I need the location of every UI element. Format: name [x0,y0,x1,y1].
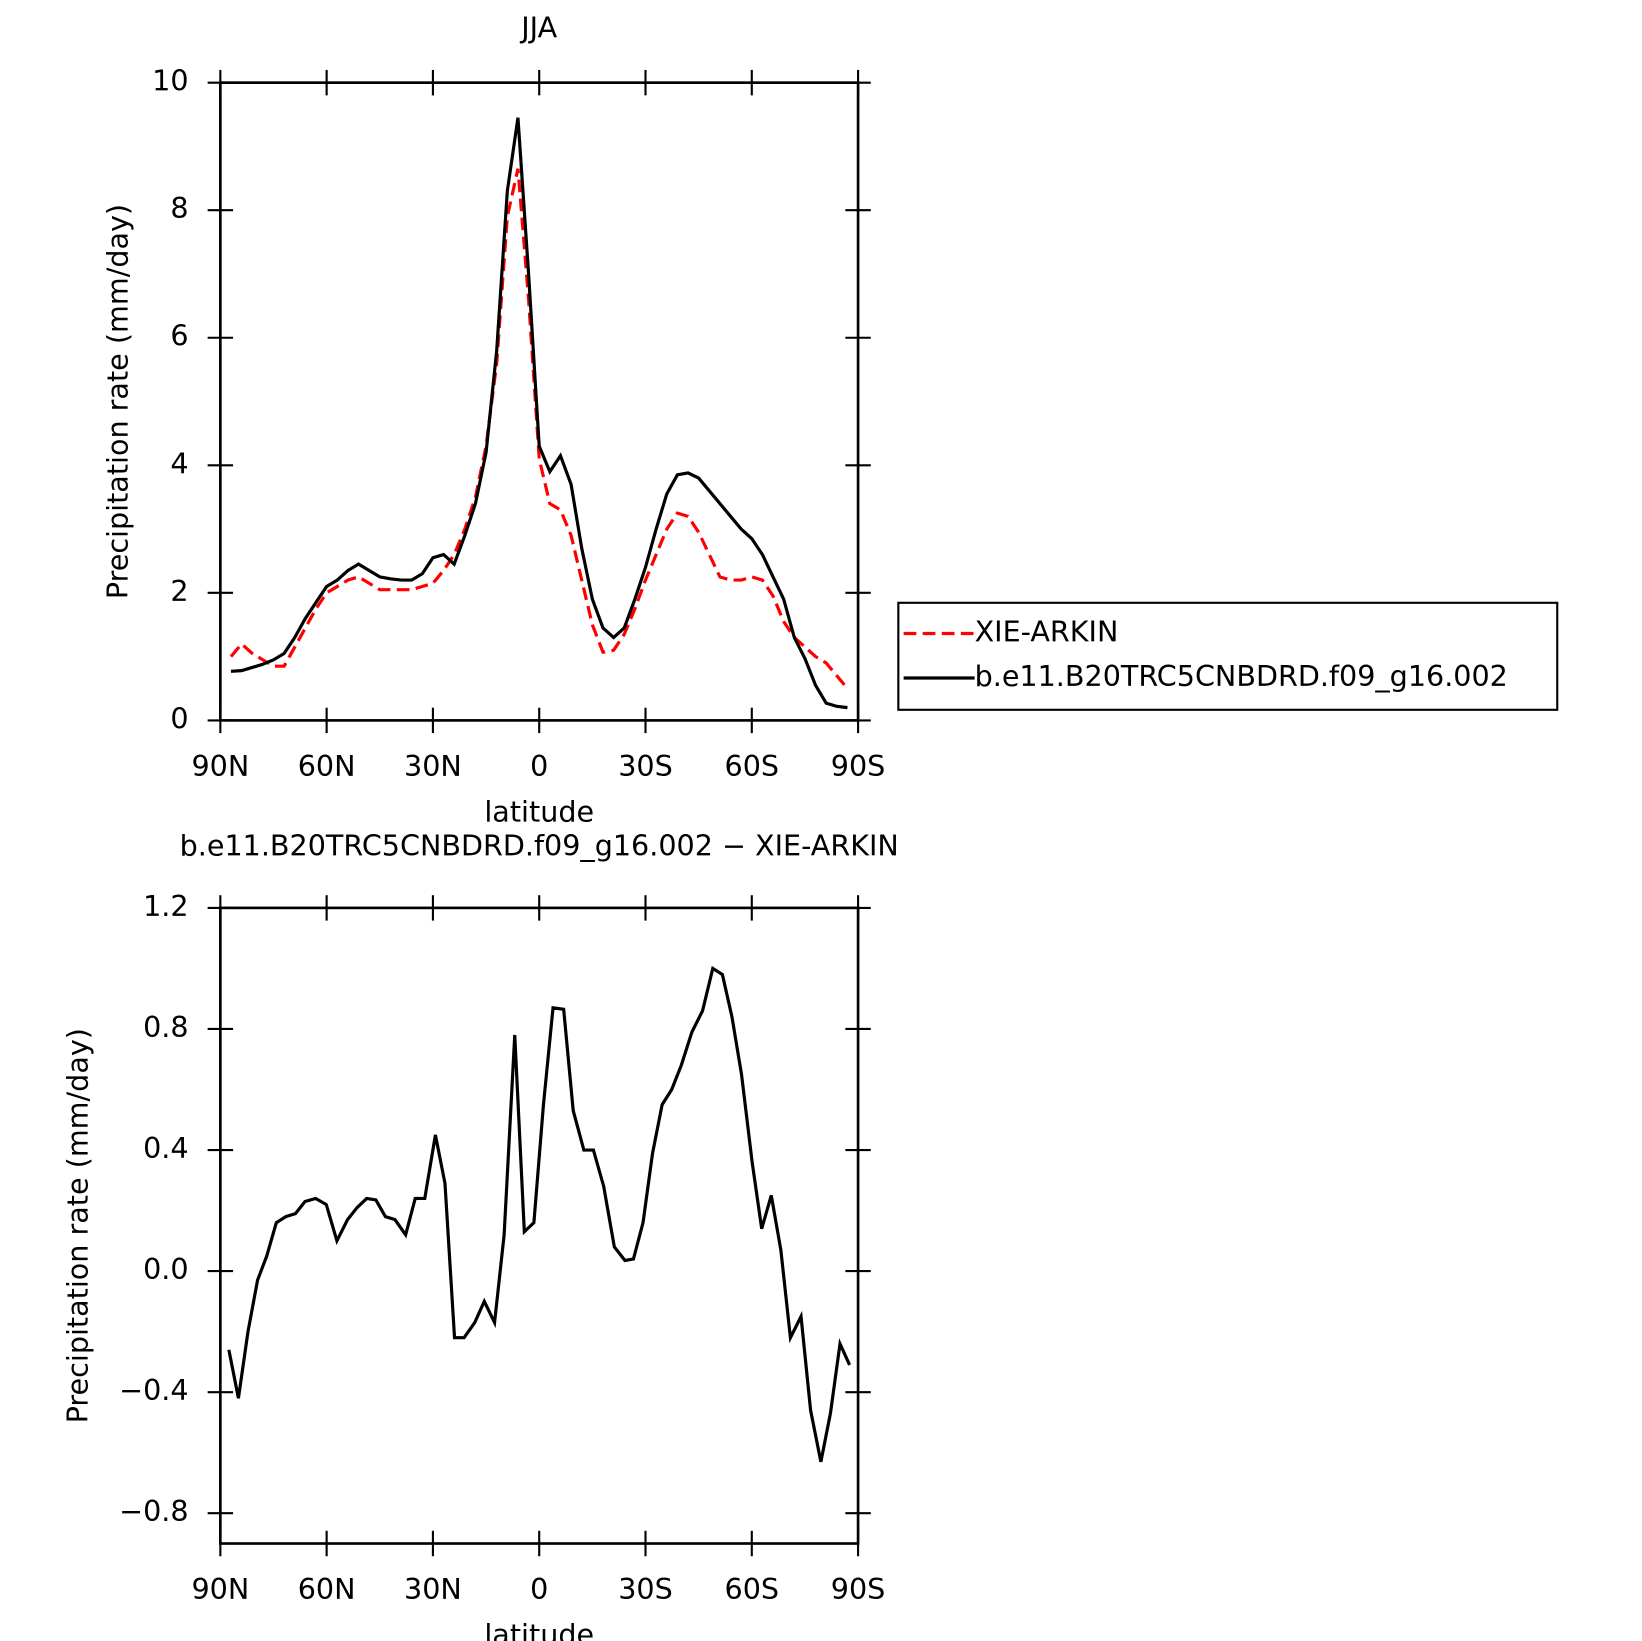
y-tick-label: 0.4 [143,1131,188,1165]
chart-title: JJA [519,11,557,45]
x-tick-label: 90S [831,749,886,783]
x-axis-label: latitude [484,795,594,829]
x-tick-label: 90S [831,1572,886,1606]
y-tick-label: 2 [170,574,188,608]
y-tick-label: 1.2 [143,889,188,923]
legend-label: b.e11.B20TRC5CNBDRD.f09_g16.002 [975,659,1508,693]
x-tick-label: 90N [191,1572,249,1606]
data-line [230,117,848,710]
chart-title: b.e11.B20TRC5CNBDRD.f09_g16.002 − XIE-AR… [180,829,899,863]
x-tick-label: 60N [298,749,356,783]
y-tick-label: 0.0 [143,1252,188,1286]
x-tick-label: 0 [530,749,548,783]
x-tick-label: 90N [191,749,249,783]
legend-box [897,601,1559,711]
y-tick-label: 8 [170,191,188,225]
data-line [227,965,852,1463]
y-axis-label: Precipitation rate (mm/day) [60,1028,94,1423]
y-tick-label: −0.8 [119,1494,188,1528]
legend-label: XIE-ARKIN [975,615,1119,649]
plot-frame [219,81,860,722]
y-tick-label: 6 [170,319,188,353]
x-tick-label: 60S [725,749,780,783]
x-tick-label: 30S [618,1572,673,1606]
y-axis-label: Precipitation rate (mm/day) [101,204,135,599]
data-line [229,168,849,690]
y-tick-label: 10 [152,64,188,98]
y-tick-label: 4 [170,446,188,480]
y-tick-label: 0.8 [143,1010,188,1044]
x-tick-label: 30S [618,749,673,783]
x-tick-label: 60N [298,1572,356,1606]
x-tick-label: 30N [404,1572,462,1606]
x-tick-label: 60S [725,1572,780,1606]
y-tick-label: 0 [170,701,188,735]
x-tick-label: 0 [530,1572,548,1606]
x-tick-label: 30N [404,749,462,783]
y-tick-label: −0.4 [119,1373,188,1407]
x-axis-label: latitude [484,1618,594,1641]
plot-frame [219,906,860,1545]
